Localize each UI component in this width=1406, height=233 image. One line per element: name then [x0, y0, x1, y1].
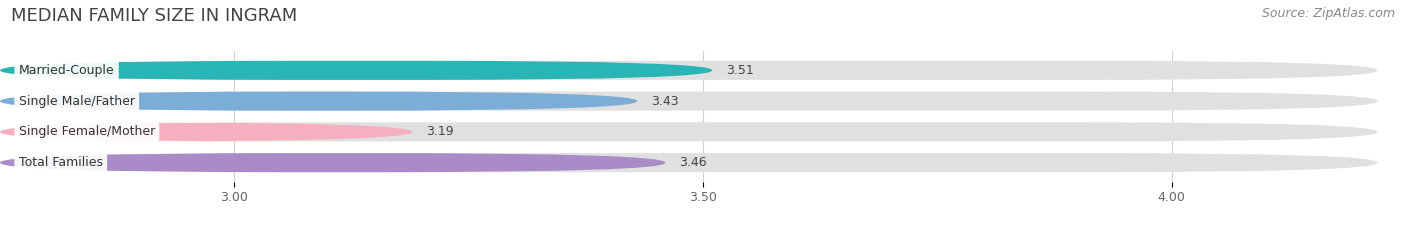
Text: 3.51: 3.51 [727, 64, 754, 77]
FancyBboxPatch shape [0, 122, 412, 141]
FancyBboxPatch shape [0, 61, 713, 80]
FancyBboxPatch shape [0, 92, 1378, 111]
Text: Single Female/Mother: Single Female/Mother [18, 125, 155, 138]
FancyBboxPatch shape [0, 153, 1378, 172]
Text: 3.46: 3.46 [679, 156, 707, 169]
Text: Married-Couple: Married-Couple [18, 64, 114, 77]
FancyBboxPatch shape [0, 92, 637, 111]
FancyBboxPatch shape [0, 153, 665, 172]
FancyBboxPatch shape [0, 61, 1378, 80]
Text: MEDIAN FAMILY SIZE IN INGRAM: MEDIAN FAMILY SIZE IN INGRAM [11, 7, 298, 25]
Text: 3.43: 3.43 [651, 95, 679, 108]
FancyBboxPatch shape [0, 122, 1378, 141]
Text: Source: ZipAtlas.com: Source: ZipAtlas.com [1261, 7, 1395, 20]
Text: Single Male/Father: Single Male/Father [18, 95, 135, 108]
Text: 3.19: 3.19 [426, 125, 454, 138]
Text: Total Families: Total Families [18, 156, 103, 169]
